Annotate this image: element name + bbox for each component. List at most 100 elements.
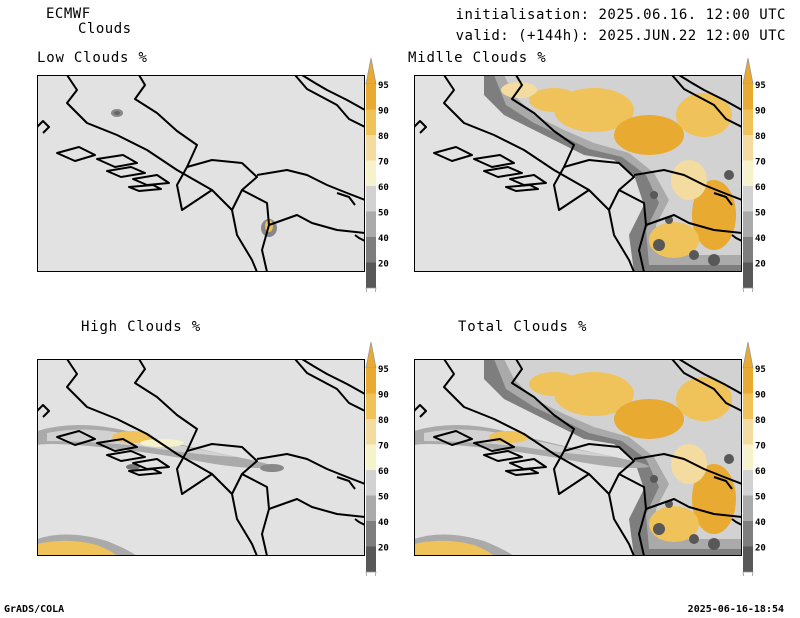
- colorbar-label: 60: [378, 183, 389, 193]
- colorbar-segment: [366, 237, 376, 263]
- high-clouds-map: [37, 359, 365, 556]
- country-border: [483, 450, 523, 462]
- country-border: [186, 159, 258, 211]
- colorbar-label: 50: [755, 493, 766, 503]
- country-border: [56, 430, 96, 446]
- country-border: [106, 166, 146, 178]
- country-border: [671, 75, 742, 128]
- colorbar-cap-bottom: [742, 571, 754, 576]
- colorbar-segment: [743, 211, 753, 237]
- colorbar-label: 60: [378, 467, 389, 477]
- country-border: [414, 120, 427, 134]
- country-border: [473, 154, 515, 168]
- country-border: [433, 430, 473, 446]
- variable-label: Clouds: [78, 21, 132, 37]
- country-border: [37, 120, 50, 134]
- country-border: [713, 476, 733, 490]
- colorbar-segment: [366, 135, 376, 161]
- country-border: [268, 214, 365, 234]
- colorbar-label: 90: [755, 107, 766, 117]
- colorbar-cap-top: [365, 342, 377, 369]
- colorbar-cap-bottom: [742, 287, 754, 292]
- country-border: [505, 184, 539, 192]
- country-border: [268, 498, 365, 518]
- colorbar-label: 40: [378, 234, 389, 244]
- colorbar-segment: [366, 186, 376, 212]
- colorbar-segment: [366, 160, 376, 186]
- colorbar-segment: [743, 262, 753, 288]
- colorbar-cap-bottom: [365, 571, 377, 576]
- country-border: [186, 443, 258, 495]
- colorbar-label: 70: [755, 442, 766, 452]
- country-border: [671, 359, 742, 412]
- model-label: ECMWF: [46, 6, 91, 22]
- colorbar-label: 20: [755, 544, 766, 554]
- colorbar-segment: [743, 444, 753, 470]
- colorbar-segment: [366, 262, 376, 288]
- country-border: [443, 359, 635, 556]
- colorbar-label: 50: [378, 209, 389, 219]
- country-border: [713, 192, 733, 206]
- country-border: [66, 359, 258, 556]
- colorbar-label: 50: [378, 493, 389, 503]
- colorbar-label: 20: [755, 260, 766, 270]
- high-clouds-title: High Clouds %: [81, 319, 201, 335]
- country-border: [294, 75, 365, 128]
- colorbar-segment: [366, 495, 376, 521]
- country-border: [336, 476, 356, 490]
- colorbar-segment: [743, 84, 753, 110]
- colorbar-segment: [743, 419, 753, 445]
- country-border: [645, 498, 742, 518]
- colorbar: 95 90 80 70 60 50 40 20: [742, 342, 766, 576]
- colorbar-cap-top: [742, 58, 754, 85]
- colorbar-label: 95: [755, 81, 766, 91]
- colorbar-label: 80: [755, 416, 766, 426]
- colorbar-label: 20: [378, 260, 389, 270]
- colorbar-label: 60: [755, 183, 766, 193]
- colorbar-segment: [366, 109, 376, 135]
- colorbar-label: 80: [378, 132, 389, 142]
- generation-timestamp: 2025-06-16-18:54: [687, 604, 784, 615]
- country-border: [128, 468, 162, 476]
- country-border: [256, 169, 365, 201]
- colorbar-label: 90: [378, 107, 389, 117]
- colorbar-cap-bottom: [365, 287, 377, 292]
- country-border: [511, 359, 590, 495]
- country-border: [433, 146, 473, 162]
- colorbar-label: 50: [755, 209, 766, 219]
- colorbar-segment: [743, 109, 753, 135]
- country-border: [509, 458, 547, 470]
- colorbar-segment: [743, 160, 753, 186]
- colorbar-segment: [366, 521, 376, 547]
- colorbar-label: 70: [755, 158, 766, 168]
- country-border: [414, 404, 427, 418]
- colorbar-segment: [743, 186, 753, 212]
- colorbar-label: 80: [378, 416, 389, 426]
- country-border: [256, 453, 365, 485]
- country-border: [645, 214, 742, 234]
- colorbar-segment: [743, 135, 753, 161]
- colorbar-segment: [366, 368, 376, 394]
- colorbar-label: 95: [378, 365, 389, 375]
- country-border: [132, 458, 170, 470]
- country-border: [56, 146, 96, 162]
- country-border: [731, 518, 742, 526]
- low-clouds-map: [37, 75, 365, 272]
- country-border: [294, 359, 365, 412]
- country-border: [336, 192, 356, 206]
- colorbar-segment: [743, 495, 753, 521]
- country-border: [301, 75, 365, 111]
- colorbar-label: 90: [755, 391, 766, 401]
- country-border: [563, 443, 635, 495]
- valid-time-label: valid: (+144h): 2025.JUN.22 12:00 UTC: [455, 28, 786, 44]
- colorbar-cap-top: [742, 342, 754, 369]
- country-border: [106, 450, 146, 462]
- country-border: [633, 169, 742, 201]
- colorbar-label: 40: [755, 518, 766, 528]
- country-border: [134, 359, 213, 495]
- colorbar-label: 40: [755, 234, 766, 244]
- country-border: [96, 438, 138, 452]
- colorbar-label: 95: [378, 81, 389, 91]
- colorbar-segment: [366, 393, 376, 419]
- country-border: [678, 359, 742, 395]
